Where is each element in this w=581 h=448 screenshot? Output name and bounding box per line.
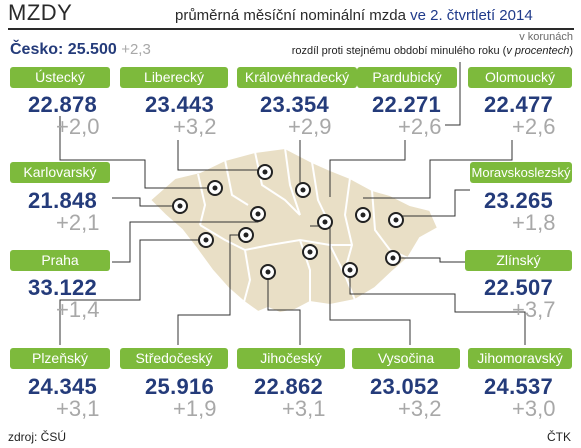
region-value-karlovarsky: 21.848 (28, 188, 98, 213)
region-delta-olomoucky: +2,6 (512, 114, 556, 139)
region-delta-pardubicky: +2,6 (398, 114, 442, 139)
diff-note-italic: v procentech (506, 45, 570, 57)
subtitle-period: ve 2. čtvrtletí 2014 (410, 7, 533, 24)
leader-ustecky (59, 116, 215, 189)
region-label-karlovarsky: Karlovarský (10, 162, 110, 183)
marker-praha (250, 206, 266, 222)
marker-karlovarsky (172, 198, 188, 214)
region-value-plzensky: 24.345 (28, 374, 98, 399)
diff-note: rozdíl proti stejnému období minulého ro… (292, 45, 573, 57)
region-label-jihocesky: Jihočeský (237, 348, 345, 369)
region-delta-vysocina: +3,2 (398, 396, 442, 421)
region-value-praha: 33.122 (28, 275, 98, 300)
marker-zlinsky (385, 250, 401, 266)
leader-jihomoravsky (349, 270, 526, 345)
map-country-shape (148, 146, 440, 315)
region-label-jihomoravsky: Jihomoravský (468, 348, 572, 369)
agency-credit: ČTK (547, 430, 571, 444)
leader-liberecky (177, 140, 265, 171)
national-average: Česko: 25.500 +2,3 (10, 41, 151, 59)
marker-moravskoslezsky (388, 212, 404, 228)
region-delta-kralovehradecky: +2,9 (288, 114, 332, 139)
title-divider (8, 28, 574, 30)
leader-jihocesky (267, 272, 301, 345)
marker-liberecky (257, 164, 273, 180)
region-value-vysocina: 23.052 (370, 374, 440, 399)
region-delta-ustecky: +2,0 (56, 114, 100, 139)
marker-pardubicky (317, 214, 333, 230)
leader-moravskoslezsky (396, 189, 470, 217)
region-label-moravskoslezsky: Moravskoslezský (470, 162, 572, 183)
region-delta-jihomoravsky: +3,0 (512, 396, 556, 421)
leader-pardubicky (329, 140, 406, 197)
marker-vysocina (302, 244, 318, 260)
region-label-vysocina: Vysočina (352, 348, 460, 369)
region-delta-jihocesky: +3,1 (282, 396, 326, 421)
region-delta-liberecky: +3,2 (173, 114, 217, 139)
diff-note-prefix: rozdíl proti stejnému období minulého ro… (291, 45, 507, 57)
subtitle-prefix: průměrná měsíční nominální mzda (175, 7, 406, 24)
region-label-stredocesky: Středočeský (120, 348, 228, 369)
marker-jihomoravsky (342, 262, 358, 278)
marker-kralovehradecky (295, 182, 311, 198)
region-value-ustecky: 22.878 (28, 92, 98, 117)
leader-diffnote (445, 62, 461, 126)
region-value-kralovehradecky: 23.354 (260, 92, 330, 117)
leader-zlinsky (393, 257, 465, 263)
region-delta-moravskoslezsky: +1,8 (512, 210, 556, 235)
source-note: zdroj: ČSÚ (8, 430, 67, 444)
region-value-jihocesky: 22.862 (254, 374, 324, 399)
leader-stredocesky (177, 234, 246, 345)
region-label-praha: Praha (10, 250, 110, 271)
leader-karlovarsky (112, 197, 180, 207)
region-value-zlinsky: 22.507 (484, 275, 554, 300)
diff-note-suffix: ) (569, 45, 573, 57)
region-markers (172, 164, 404, 280)
marker-olomoucky (355, 207, 371, 223)
marker-plzensky (198, 232, 214, 248)
leader-lines (59, 62, 526, 345)
region-label-ustecky: Ústecký (10, 67, 110, 88)
region-value-moravskoslezsky: 23.265 (484, 188, 554, 213)
region-value-olomoucky: 22.477 (484, 92, 554, 117)
leader-olomoucky (363, 140, 513, 199)
marker-jihocesky (260, 264, 276, 280)
page-title: MZDY (8, 0, 73, 25)
region-label-liberecky: Liberecký (120, 67, 228, 88)
region-value-pardubicky: 22.271 (372, 92, 442, 117)
region-delta-stredocesky: +1,9 (173, 396, 217, 421)
region-delta-zlinsky: +3,7 (512, 297, 556, 322)
subtitle: průměrná měsíční nominální mzda ve 2. čt… (175, 7, 533, 24)
region-delta-plzensky: +3,1 (56, 396, 100, 421)
region-label-kralovehradecky: Královéhradecký (237, 67, 357, 88)
region-label-olomoucky: Olomoucký (468, 67, 572, 88)
national-delta: +2,3 (121, 41, 151, 58)
region-label-zlinsky: Zlínský (465, 250, 572, 271)
region-value-jihomoravsky: 24.537 (484, 374, 554, 399)
marker-ustecky (207, 180, 223, 196)
region-label-plzensky: Plzeňský (10, 348, 110, 369)
region-value-liberecky: 23.443 (145, 92, 215, 117)
region-delta-karlovarsky: +2,1 (56, 210, 100, 235)
national-label: Česko: 25.500 (10, 41, 117, 58)
marker-stredocesky (238, 227, 254, 243)
region-value-stredocesky: 25.916 (145, 374, 215, 399)
region-delta-praha: +1,4 (56, 297, 100, 322)
leader-plzensky (59, 239, 206, 345)
region-label-pardubicky: Pardubický (357, 67, 457, 88)
units-note: v korunách (519, 31, 573, 43)
